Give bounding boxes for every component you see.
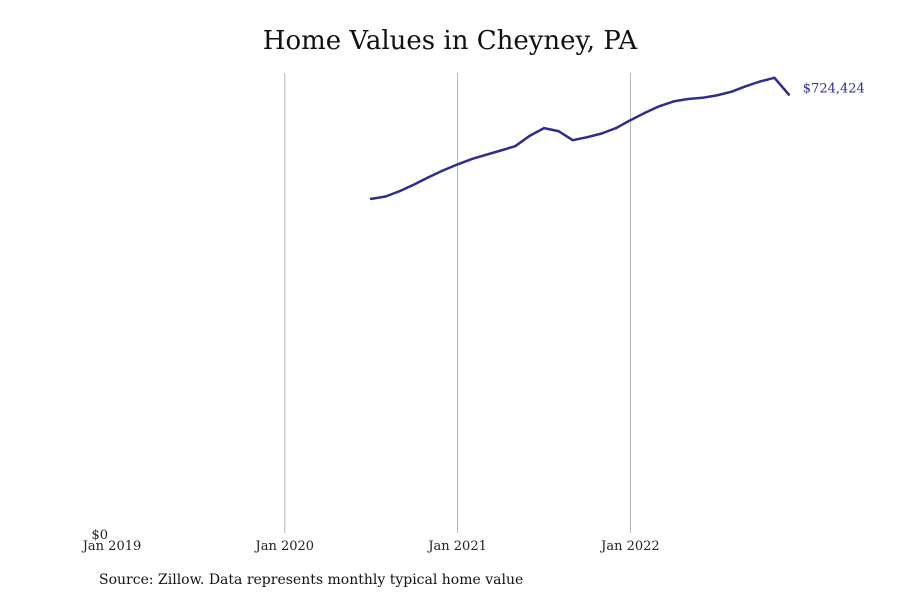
data-point bbox=[715, 94, 718, 97]
data-point bbox=[643, 111, 646, 115]
x-axis: Jan 2019 Jan 2020 Jan 2021 Jan 2022 bbox=[81, 539, 660, 554]
end-value-label: $724,424 bbox=[803, 82, 865, 97]
data-point bbox=[413, 183, 416, 186]
x-tick-label: Jan 2020 bbox=[254, 539, 315, 554]
data-point bbox=[787, 93, 790, 96]
series-layer: $724,424 bbox=[369, 76, 865, 201]
data-point bbox=[629, 119, 632, 122]
data-point bbox=[528, 134, 531, 138]
series-line bbox=[369, 76, 791, 201]
data-point bbox=[427, 175, 430, 179]
data-point bbox=[701, 96, 704, 100]
data-point bbox=[557, 129, 560, 133]
data-point bbox=[686, 97, 690, 101]
data-point bbox=[370, 197, 373, 201]
data-point bbox=[442, 169, 445, 172]
data-point bbox=[384, 195, 387, 198]
x-tick-label: Jan 2021 bbox=[426, 539, 487, 554]
data-point bbox=[600, 132, 603, 135]
data-point bbox=[542, 126, 546, 130]
data-point bbox=[398, 189, 402, 193]
y-tick-label: $0 bbox=[91, 528, 108, 543]
data-point bbox=[586, 135, 589, 139]
data-point bbox=[744, 85, 747, 88]
data-point bbox=[758, 80, 762, 83]
data-point bbox=[456, 163, 459, 166]
data-point bbox=[470, 157, 474, 161]
x-tick-label: Jan 2022 bbox=[599, 539, 660, 554]
data-point bbox=[514, 145, 517, 148]
x-tick-label: Jan 2019 bbox=[81, 539, 142, 554]
data-point bbox=[672, 100, 675, 103]
data-point bbox=[773, 76, 776, 80]
data-point bbox=[658, 105, 661, 108]
data-point bbox=[730, 90, 733, 93]
data-point bbox=[571, 138, 574, 142]
gridlines bbox=[284, 73, 631, 533]
data-point bbox=[485, 153, 488, 156]
y-axis: $0 bbox=[91, 528, 108, 543]
data-point bbox=[499, 149, 502, 152]
data-point bbox=[614, 126, 618, 130]
source-note: Source: Zillow. Data represents monthly … bbox=[99, 572, 524, 588]
chart-title: Home Values in Cheyney, PA bbox=[262, 26, 638, 56]
